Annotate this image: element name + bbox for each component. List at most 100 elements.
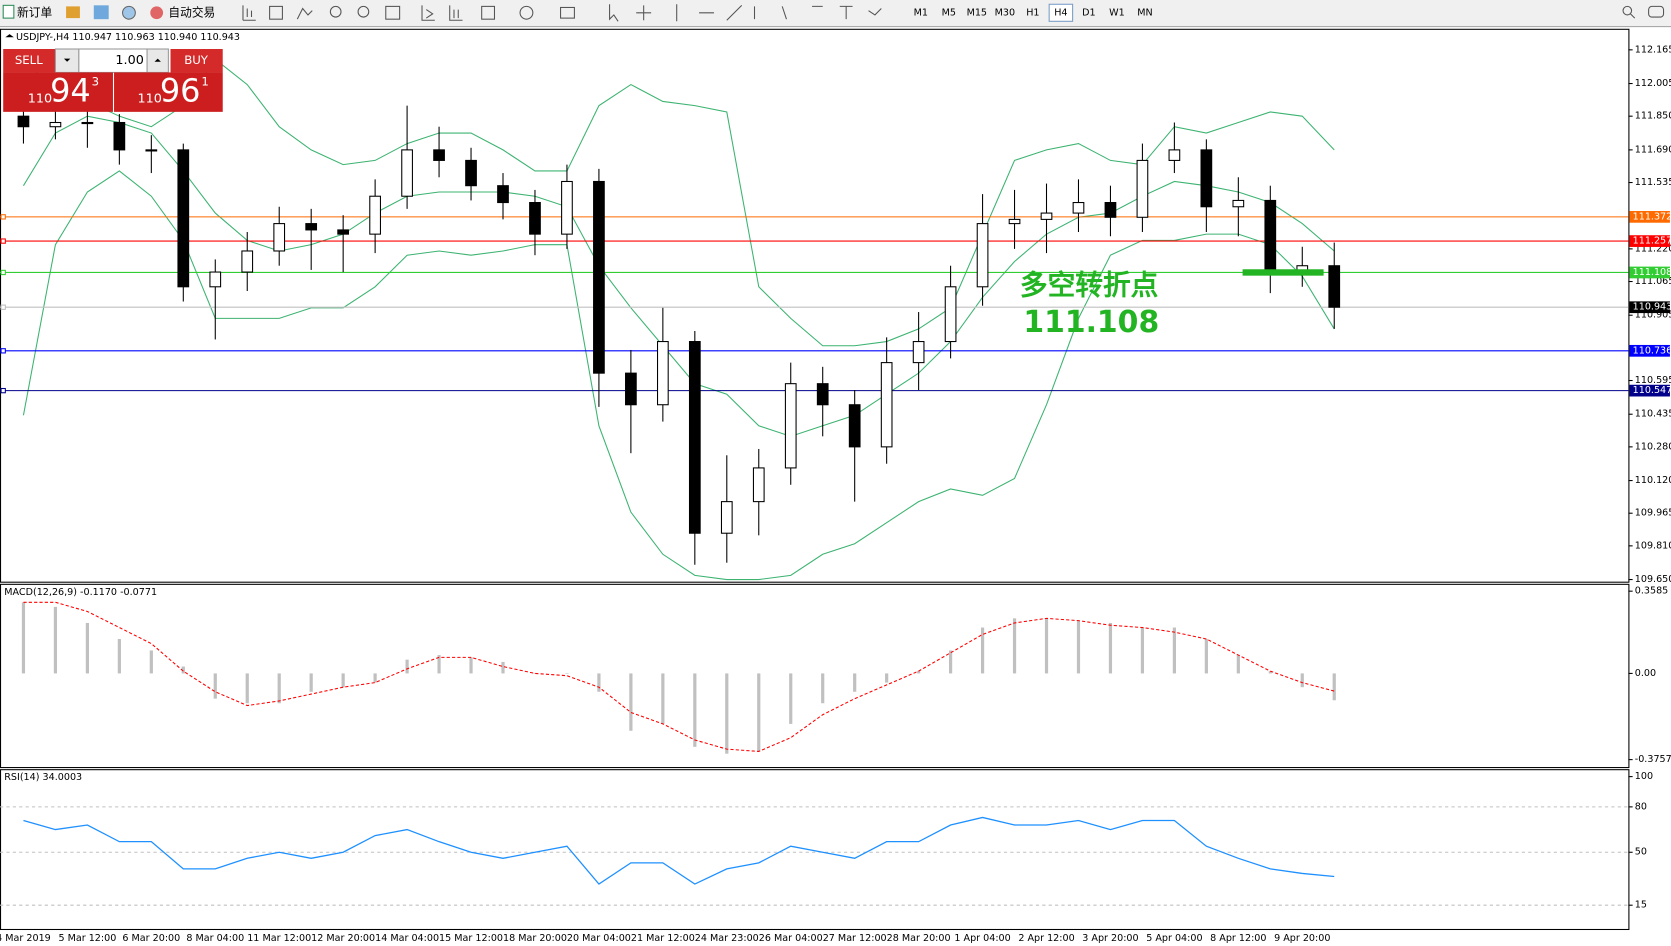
icon[interactable] [122, 5, 136, 20]
candle-body [848, 404, 861, 448]
timeframe-button[interactable]: M30 [995, 7, 1015, 18]
macd-bar [1300, 673, 1304, 688]
candle-body [145, 149, 158, 152]
icon[interactable] [329, 5, 342, 18]
macd-bar [757, 673, 761, 752]
icon[interactable] [839, 5, 882, 20]
macd-bar [117, 639, 121, 674]
auto-trading-button[interactable]: 自动交易 [150, 5, 215, 19]
macd-bar [213, 673, 217, 699]
macd-bar [309, 673, 313, 692]
x-tick-label: 3 Apr 20:00 [1082, 933, 1138, 944]
x-tick-label: 24 Mar 23:00 [695, 933, 759, 944]
y-tick-label: 110.120 [1635, 475, 1671, 486]
y-tick-label: 110.435 [1635, 409, 1671, 420]
macd-bar [1012, 618, 1017, 674]
y-tick-label: 109.810 [1635, 540, 1671, 551]
level-label: 111.372 [1633, 211, 1671, 222]
macd-bar [597, 673, 601, 692]
macd-bar [629, 673, 633, 731]
chat-icon[interactable] [1648, 5, 1665, 18]
x-tick-label: 12 Mar 20:00 [311, 933, 375, 944]
timeframe-button[interactable]: H4 [1054, 7, 1067, 18]
icon[interactable] [481, 5, 496, 20]
x-tick-label: 8 Mar 04:00 [186, 933, 244, 944]
icon[interactable] [421, 5, 435, 21]
timeframe-button[interactable]: M5 [942, 7, 956, 18]
icon[interactable] [296, 7, 313, 20]
icon[interactable] [357, 5, 370, 18]
search-icon[interactable] [1630, 13, 1636, 19]
x-tick-label: 15 Mar 12:00 [439, 933, 503, 944]
icon[interactable] [66, 6, 80, 19]
candle-body [1232, 199, 1245, 208]
candle-body [1040, 212, 1053, 220]
active-timeframe[interactable] [1048, 3, 1074, 22]
y-tick-label: 112.005 [1635, 78, 1671, 89]
candle-body [305, 223, 318, 231]
icon[interactable] [93, 5, 109, 20]
annotation-text: 多空转折点 [1020, 268, 1158, 301]
icon[interactable] [242, 5, 256, 21]
timeframe-button[interactable]: MN [1137, 7, 1152, 18]
icon[interactable] [449, 5, 463, 21]
macd-bar [948, 650, 953, 674]
macd-bar [1044, 618, 1049, 674]
timeframe-button[interactable]: M1 [914, 7, 928, 18]
candle-body [113, 121, 126, 151]
buy-button[interactable] [170, 49, 223, 73]
icon[interactable] [676, 4, 823, 22]
new-order-label: 新订单 [17, 5, 52, 19]
timeframe-button[interactable]: M15 [967, 7, 987, 18]
level-label-bg [1629, 211, 1670, 223]
sell-button[interactable] [3, 49, 56, 73]
icon[interactable] [385, 5, 401, 20]
candle-body [433, 149, 445, 161]
macd-bar [53, 606, 58, 674]
level-label-bg [1629, 384, 1670, 397]
x-tick-label: 8 Apr 12:00 [1210, 933, 1266, 944]
macd-bar [501, 661, 505, 674]
macd-bar [437, 655, 441, 674]
icon[interactable] [560, 6, 575, 19]
sell-fraction: 3 [92, 75, 99, 89]
x-tick-label: 5 Mar 12:00 [58, 933, 116, 944]
macd-bar [181, 666, 185, 674]
y-tick-label: 111.065 [1635, 276, 1671, 287]
candle-body [593, 180, 605, 374]
rsi-line [23, 816, 1335, 885]
candle-body [1136, 159, 1149, 218]
search-icon[interactable] [1622, 5, 1633, 16]
macd-bar [1172, 627, 1176, 674]
timeframe-button[interactable]: H1 [1026, 7, 1039, 18]
candle-body [688, 341, 701, 534]
candle-body [625, 372, 637, 406]
buy-price-box[interactable] [114, 72, 223, 112]
y-tick-label: 110.595 [1635, 375, 1671, 386]
macd-bar [1236, 655, 1240, 674]
level-label: 110.736 [1633, 345, 1671, 356]
x-tick-label: 11 Mar 12:00 [247, 933, 311, 944]
macd-bar [1076, 620, 1081, 674]
sell-price-box[interactable] [3, 72, 113, 112]
candle-body [816, 383, 829, 406]
timeframe-button[interactable]: W1 [1109, 7, 1125, 18]
candle-body [1328, 265, 1341, 308]
level-handle [0, 387, 6, 394]
icon[interactable] [519, 5, 534, 20]
y-tick-label: 0.3585 [1635, 586, 1669, 597]
new-order-button[interactable]: 新订单 [2, 4, 52, 19]
candle-body [752, 467, 765, 503]
y-tick-label: 112.165 [1635, 44, 1671, 55]
icon[interactable] [636, 5, 652, 21]
y-tick-label: 111.850 [1635, 111, 1671, 122]
y-tick-label: 15 [1635, 900, 1647, 911]
x-tick-label: 20 Mar 04:00 [567, 933, 631, 944]
bollinger-lower [22, 170, 1335, 581]
icon[interactable] [609, 4, 619, 22]
y-tick-label: -0.3757 [1635, 754, 1671, 765]
icon[interactable] [269, 5, 283, 20]
macd-bar [1108, 622, 1113, 674]
candle-body [273, 223, 286, 252]
timeframe-button[interactable]: D1 [1082, 7, 1095, 18]
